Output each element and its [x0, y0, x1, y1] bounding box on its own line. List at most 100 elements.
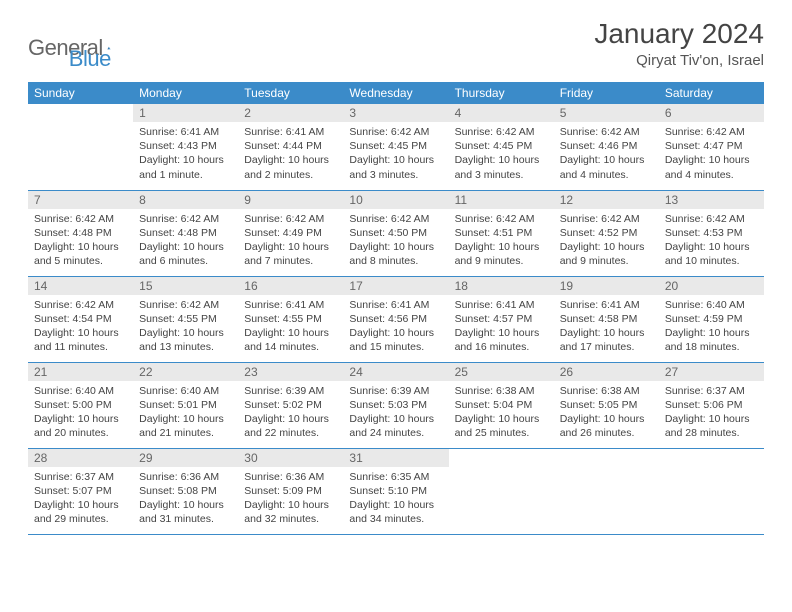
calendar-day-cell: 16Sunrise: 6:41 AMSunset: 4:55 PMDayligh… [238, 276, 343, 362]
calendar-week-row: 21Sunrise: 6:40 AMSunset: 5:00 PMDayligh… [28, 362, 764, 448]
calendar-day-cell: 11Sunrise: 6:42 AMSunset: 4:51 PMDayligh… [449, 190, 554, 276]
calendar-week-row: 7Sunrise: 6:42 AMSunset: 4:48 PMDaylight… [28, 190, 764, 276]
weekday-header: Tuesday [238, 82, 343, 104]
calendar-page: General Blue January 2024 Qiryat Tiv'on,… [0, 0, 792, 535]
calendar-day-cell: 19Sunrise: 6:41 AMSunset: 4:58 PMDayligh… [554, 276, 659, 362]
day-number: 18 [449, 277, 554, 295]
calendar-day-cell: 14Sunrise: 6:42 AMSunset: 4:54 PMDayligh… [28, 276, 133, 362]
calendar-day-cell [28, 104, 133, 190]
calendar-day-cell: 30Sunrise: 6:36 AMSunset: 5:09 PMDayligh… [238, 448, 343, 534]
day-number: 31 [343, 449, 448, 467]
day-number: 9 [238, 191, 343, 209]
day-details: Sunrise: 6:42 AMSunset: 4:46 PMDaylight:… [554, 122, 659, 186]
calendar-week-row: 1Sunrise: 6:41 AMSunset: 4:43 PMDaylight… [28, 104, 764, 190]
day-number: 13 [659, 191, 764, 209]
day-number [449, 449, 554, 467]
day-details: Sunrise: 6:42 AMSunset: 4:45 PMDaylight:… [343, 122, 448, 186]
day-details: Sunrise: 6:36 AMSunset: 5:08 PMDaylight:… [133, 467, 238, 531]
day-details: Sunrise: 6:42 AMSunset: 4:52 PMDaylight:… [554, 209, 659, 273]
day-number: 14 [28, 277, 133, 295]
calendar-day-cell: 29Sunrise: 6:36 AMSunset: 5:08 PMDayligh… [133, 448, 238, 534]
day-number: 26 [554, 363, 659, 381]
day-details: Sunrise: 6:41 AMSunset: 4:55 PMDaylight:… [238, 295, 343, 359]
calendar-day-cell: 7Sunrise: 6:42 AMSunset: 4:48 PMDaylight… [28, 190, 133, 276]
weekday-header: Friday [554, 82, 659, 104]
calendar-day-cell: 26Sunrise: 6:38 AMSunset: 5:05 PMDayligh… [554, 362, 659, 448]
calendar-day-cell: 18Sunrise: 6:41 AMSunset: 4:57 PMDayligh… [449, 276, 554, 362]
calendar-day-cell: 24Sunrise: 6:39 AMSunset: 5:03 PMDayligh… [343, 362, 448, 448]
calendar-day-cell: 27Sunrise: 6:37 AMSunset: 5:06 PMDayligh… [659, 362, 764, 448]
day-number: 21 [28, 363, 133, 381]
day-number: 1 [133, 104, 238, 122]
day-details: Sunrise: 6:42 AMSunset: 4:50 PMDaylight:… [343, 209, 448, 273]
calendar-day-cell: 3Sunrise: 6:42 AMSunset: 4:45 PMDaylight… [343, 104, 448, 190]
day-number: 4 [449, 104, 554, 122]
day-number: 3 [343, 104, 448, 122]
calendar-day-cell: 4Sunrise: 6:42 AMSunset: 4:45 PMDaylight… [449, 104, 554, 190]
day-number [554, 449, 659, 467]
day-number: 2 [238, 104, 343, 122]
calendar-day-cell [554, 448, 659, 534]
day-details: Sunrise: 6:42 AMSunset: 4:55 PMDaylight:… [133, 295, 238, 359]
calendar-day-cell [659, 448, 764, 534]
day-details: Sunrise: 6:42 AMSunset: 4:48 PMDaylight:… [28, 209, 133, 273]
calendar-body: 1Sunrise: 6:41 AMSunset: 4:43 PMDaylight… [28, 104, 764, 534]
calendar-day-cell: 10Sunrise: 6:42 AMSunset: 4:50 PMDayligh… [343, 190, 448, 276]
calendar-day-cell: 28Sunrise: 6:37 AMSunset: 5:07 PMDayligh… [28, 448, 133, 534]
weekday-header: Wednesday [343, 82, 448, 104]
logo-text-blue: Blue [69, 46, 111, 72]
day-number: 25 [449, 363, 554, 381]
day-details: Sunrise: 6:37 AMSunset: 5:07 PMDaylight:… [28, 467, 133, 531]
calendar-day-cell: 23Sunrise: 6:39 AMSunset: 5:02 PMDayligh… [238, 362, 343, 448]
day-details: Sunrise: 6:38 AMSunset: 5:05 PMDaylight:… [554, 381, 659, 445]
day-details: Sunrise: 6:42 AMSunset: 4:53 PMDaylight:… [659, 209, 764, 273]
day-number: 6 [659, 104, 764, 122]
calendar-day-cell: 8Sunrise: 6:42 AMSunset: 4:48 PMDaylight… [133, 190, 238, 276]
brand-logo: General Blue [28, 18, 111, 72]
day-details: Sunrise: 6:40 AMSunset: 5:01 PMDaylight:… [133, 381, 238, 445]
calendar-day-cell: 5Sunrise: 6:42 AMSunset: 4:46 PMDaylight… [554, 104, 659, 190]
weekday-header: Monday [133, 82, 238, 104]
title-block: January 2024 Qiryat Tiv'on, Israel [594, 18, 764, 69]
day-number: 10 [343, 191, 448, 209]
day-number: 24 [343, 363, 448, 381]
day-details: Sunrise: 6:40 AMSunset: 5:00 PMDaylight:… [28, 381, 133, 445]
weekday-header: Thursday [449, 82, 554, 104]
day-number: 16 [238, 277, 343, 295]
calendar-day-cell: 22Sunrise: 6:40 AMSunset: 5:01 PMDayligh… [133, 362, 238, 448]
day-details: Sunrise: 6:39 AMSunset: 5:02 PMDaylight:… [238, 381, 343, 445]
day-number: 28 [28, 449, 133, 467]
day-details: Sunrise: 6:41 AMSunset: 4:43 PMDaylight:… [133, 122, 238, 186]
day-details: Sunrise: 6:37 AMSunset: 5:06 PMDaylight:… [659, 381, 764, 445]
day-details: Sunrise: 6:42 AMSunset: 4:48 PMDaylight:… [133, 209, 238, 273]
day-number: 17 [343, 277, 448, 295]
day-details: Sunrise: 6:36 AMSunset: 5:09 PMDaylight:… [238, 467, 343, 531]
day-details: Sunrise: 6:38 AMSunset: 5:04 PMDaylight:… [449, 381, 554, 445]
calendar-day-cell: 1Sunrise: 6:41 AMSunset: 4:43 PMDaylight… [133, 104, 238, 190]
calendar-day-cell: 15Sunrise: 6:42 AMSunset: 4:55 PMDayligh… [133, 276, 238, 362]
day-number: 5 [554, 104, 659, 122]
month-title: January 2024 [594, 18, 764, 50]
day-number: 19 [554, 277, 659, 295]
day-details: Sunrise: 6:41 AMSunset: 4:58 PMDaylight:… [554, 295, 659, 359]
day-details: Sunrise: 6:42 AMSunset: 4:54 PMDaylight:… [28, 295, 133, 359]
calendar-day-cell: 2Sunrise: 6:41 AMSunset: 4:44 PMDaylight… [238, 104, 343, 190]
day-details: Sunrise: 6:41 AMSunset: 4:57 PMDaylight:… [449, 295, 554, 359]
calendar-table: SundayMondayTuesdayWednesdayThursdayFrid… [28, 82, 764, 535]
day-details: Sunrise: 6:35 AMSunset: 5:10 PMDaylight:… [343, 467, 448, 531]
calendar-day-cell: 21Sunrise: 6:40 AMSunset: 5:00 PMDayligh… [28, 362, 133, 448]
day-number: 23 [238, 363, 343, 381]
calendar-day-cell [449, 448, 554, 534]
weekday-header: Sunday [28, 82, 133, 104]
day-details: Sunrise: 6:42 AMSunset: 4:51 PMDaylight:… [449, 209, 554, 273]
calendar-day-cell: 20Sunrise: 6:40 AMSunset: 4:59 PMDayligh… [659, 276, 764, 362]
day-details: Sunrise: 6:41 AMSunset: 4:56 PMDaylight:… [343, 295, 448, 359]
day-number: 7 [28, 191, 133, 209]
calendar-day-cell: 12Sunrise: 6:42 AMSunset: 4:52 PMDayligh… [554, 190, 659, 276]
calendar-day-cell: 13Sunrise: 6:42 AMSunset: 4:53 PMDayligh… [659, 190, 764, 276]
day-number: 15 [133, 277, 238, 295]
day-number: 22 [133, 363, 238, 381]
calendar-day-cell: 25Sunrise: 6:38 AMSunset: 5:04 PMDayligh… [449, 362, 554, 448]
calendar-header-row: SundayMondayTuesdayWednesdayThursdayFrid… [28, 82, 764, 104]
weekday-header: Saturday [659, 82, 764, 104]
